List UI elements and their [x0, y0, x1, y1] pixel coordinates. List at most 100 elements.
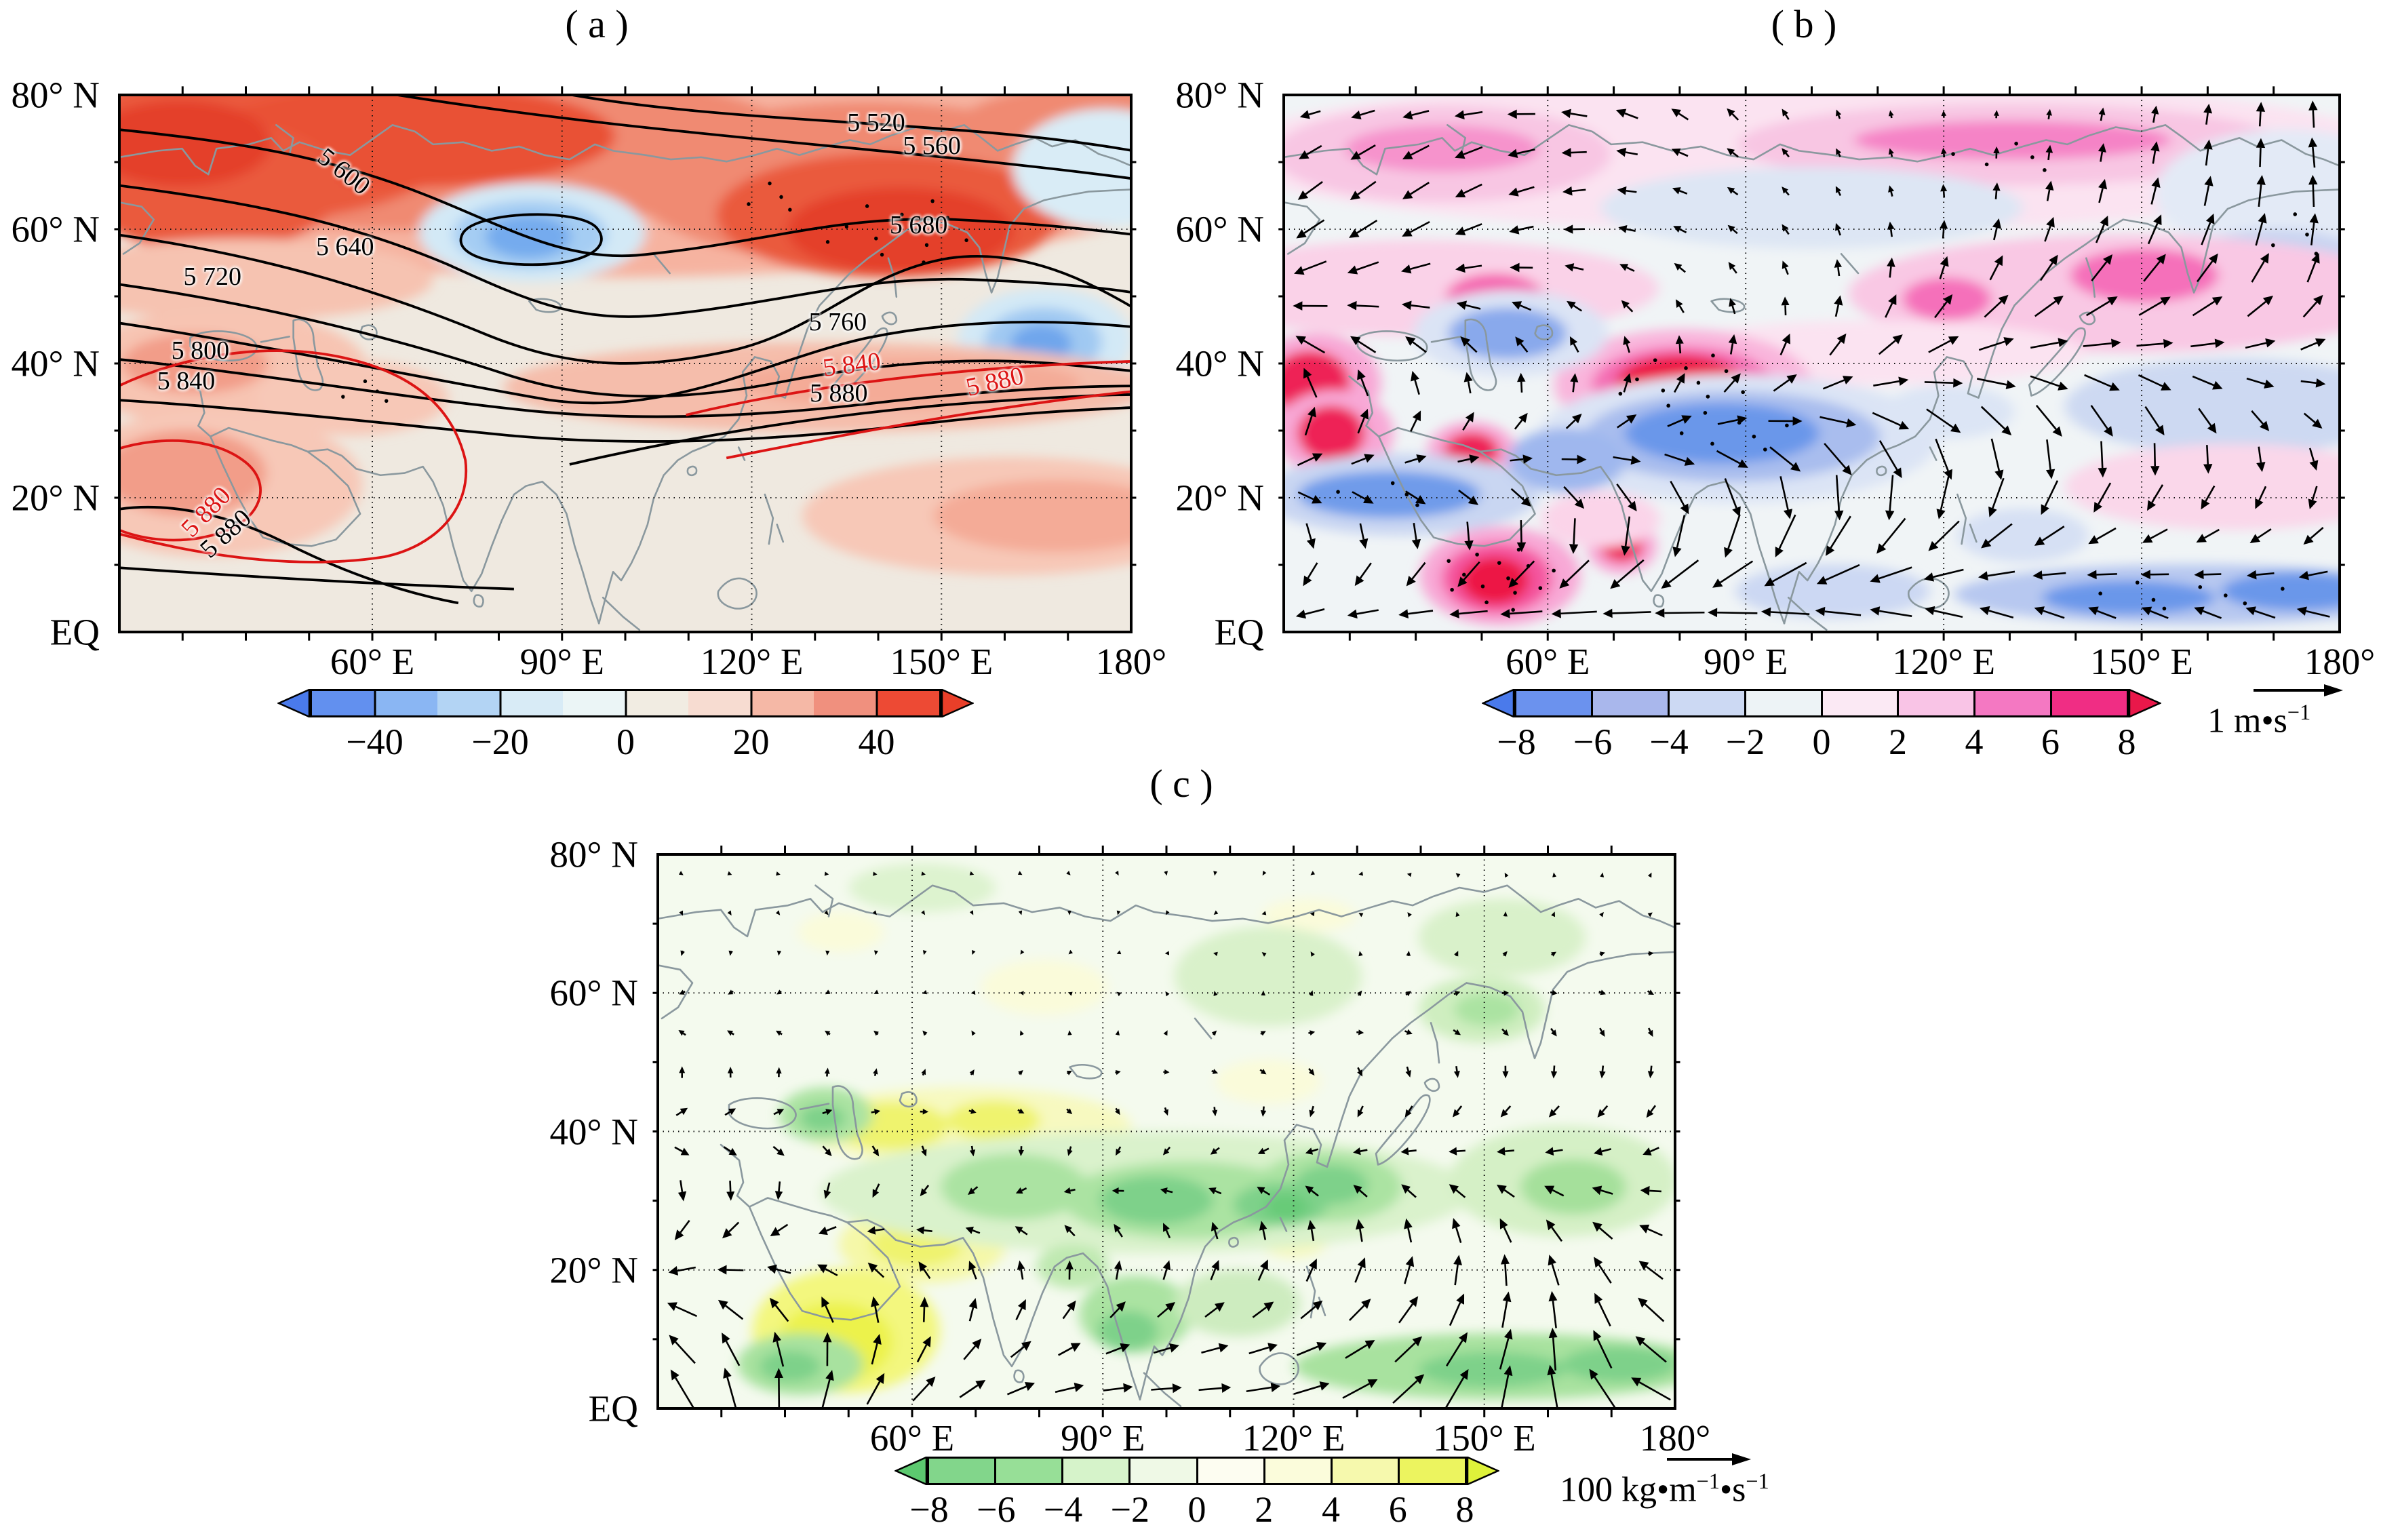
x-axis-tick-label: 90° E [519, 641, 604, 682]
x-axis-tick-label: 180° [2304, 641, 2376, 682]
colorbar-tick-line [750, 691, 752, 715]
colorbar-segment [1330, 1459, 1398, 1483]
colorbar-tick-label: 0 [1812, 722, 1831, 762]
reference-vector-arrow [2254, 684, 2343, 696]
colorbar-tick-label: −8 [909, 1489, 949, 1530]
colorbar-tick-label: 6 [1388, 1489, 1407, 1530]
y-axis-tick-label: 40° N [549, 1111, 638, 1152]
colorbar-tick-label: −4 [1649, 722, 1689, 762]
y-axis-tick-label: 40° N [11, 342, 100, 384]
colorbar-segment [814, 691, 877, 715]
x-axis-tick-label: 60° E [330, 641, 415, 682]
y-axis-tick-label: 60° N [549, 972, 638, 1014]
colorbar-segment [1516, 691, 1591, 715]
y-axis-tick-label: 20° N [549, 1249, 638, 1291]
x-axis-tick-label: 120° E [700, 641, 804, 682]
panel-c-title: ( c ) [1149, 762, 1213, 806]
x-axis-tick-label: 150° E [2090, 641, 2193, 682]
colorbar-tick-label: 2 [1255, 1489, 1274, 1530]
colorbar-tick-label: −20 [471, 722, 529, 762]
colorbar-segment [1397, 1459, 1465, 1483]
x-axis-tick-label: 90° E [1061, 1417, 1145, 1459]
panel-a-title: ( a ) [565, 2, 629, 46]
colorbar-left-arrow [277, 689, 310, 717]
colorbar-left-arrow [1482, 689, 1514, 717]
colorbar-tick-line [374, 691, 376, 715]
reference-vector-legend-b: 1 m•s−1 [2207, 679, 2400, 741]
x-axis-tick-label: 90° E [1704, 641, 1788, 682]
colorbar-right-arrow [2129, 689, 2161, 717]
colorbar-segment [1263, 1459, 1331, 1483]
colorbar-tick-label: 6 [2041, 722, 2060, 762]
reference-vector-legend-c: 100 kg•m−1•s−1 [1560, 1448, 1858, 1509]
panel-a-y-axis-labels: 80° N 60° N 40° N 20° N EQ [0, 75, 109, 653]
colorbar-segment [688, 691, 751, 715]
panel-c-y-axis-labels: 80° N 60° N 40° N 20° N EQ [526, 834, 648, 1429]
colorbar-segment [2050, 691, 2127, 715]
y-axis-tick-label: EQ [50, 611, 100, 653]
y-axis-tick-label: 40° N [1175, 342, 1264, 384]
colorbar-segment [500, 691, 563, 715]
panel-a-plot: 5 600 5 640 5 720 5 800 5 840 5 880 5 880 5 520… [12, 75, 1167, 683]
panel-b-plot: 80° N 60° N 40° N 20° N EQ 60° E 90° E 120° E 1… [1176, 75, 2376, 683]
panel-b-x-axis-labels: 60° E 90° E 120° E 150° E 180° [1284, 632, 2375, 686]
colorbar-segment [437, 691, 500, 715]
colorbar-tick-label: 8 [2117, 722, 2136, 762]
colorbar-left-arrow [894, 1457, 927, 1485]
panel-c-colorbar: −8 −6 −4 −2 0 2 4 6 8 [894, 1457, 1499, 1530]
x-axis-tick-label: 60° E [1506, 641, 1590, 682]
reference-vector-label: 100 kg•m−1•s−1 [1560, 1469, 1769, 1509]
colorbar-tick-line [876, 691, 878, 715]
x-axis-tick-label: 120° E [1892, 641, 1996, 682]
reference-vector-label: 1 m•s−1 [2207, 700, 2311, 741]
panel-b-colorbar: −8 −6 −4 −2 0 2 4 6 8 [1482, 689, 2161, 762]
y-axis-tick-label: 80° N [11, 74, 100, 116]
y-axis-tick-label: EQ [588, 1387, 638, 1429]
y-axis-tick-label: 60° N [1175, 208, 1264, 250]
y-axis-tick-label: EQ [1214, 611, 1264, 653]
colorbar-tick-label: −6 [1573, 722, 1613, 762]
y-axis-tick-label: 80° N [1175, 74, 1264, 116]
panel-a-colorbar: −40 −20 0 20 40 [277, 689, 974, 762]
y-axis-tick-label: 20° N [1175, 477, 1264, 519]
colorbar-segment [1196, 1459, 1263, 1483]
colorbar-right-arrow [941, 689, 974, 717]
colorbar-body: −8 −6 −4 −2 0 2 4 6 8 [909, 1457, 1474, 1530]
colorbar-segment [1667, 691, 1744, 715]
colorbar-tick-label: −2 [1725, 722, 1765, 762]
y-axis-tick-label: 60° N [11, 208, 100, 250]
colorbar-segment [1061, 1459, 1129, 1483]
x-axis-tick-label: 60° E [869, 1417, 955, 1459]
panel-b-title: ( b ) [1771, 2, 1837, 46]
colorbar-tick-label: 2 [1889, 722, 1907, 762]
colorbar-tick-label: −40 [346, 722, 404, 762]
colorbar-tick-line [499, 691, 501, 715]
colorbar-tick-label: 4 [1965, 722, 1984, 762]
colorbar-segment [1590, 691, 1668, 715]
panel-a-x-axis-labels: 60° E 90° E 120° E 150° E 180° [119, 632, 1166, 686]
colorbar-tick-label: 20 [732, 722, 770, 762]
colorbar-segment [929, 1459, 995, 1483]
x-axis-tick-label: 120° E [1242, 1417, 1345, 1459]
colorbar-segment [994, 1459, 1062, 1483]
colorbar-segment [751, 691, 814, 715]
x-axis-tick-label: 150° E [890, 641, 994, 682]
colorbar-tick-label: 0 [1187, 1489, 1206, 1530]
colorbar-tick-label: 40 [858, 722, 895, 762]
colorbar-segment [312, 691, 375, 715]
colorbar-segment [1897, 691, 1974, 715]
colorbar-body: −40 −20 0 20 40 [310, 689, 941, 762]
colorbar-segment [1820, 691, 1897, 715]
x-axis-tick-label: 150° E [1432, 1417, 1536, 1459]
colorbar-segment [1973, 691, 2051, 715]
colorbar-tick-label: −4 [1043, 1489, 1083, 1530]
y-axis-tick-label: 20° N [11, 477, 100, 519]
x-axis-tick-label: 180° [1639, 1417, 1711, 1459]
y-axis-tick-label: 80° N [549, 833, 638, 875]
colorbar-tick-label: −8 [1497, 722, 1536, 762]
colorbar-tick-line [625, 691, 627, 715]
colorbar-tick-label: −6 [977, 1489, 1016, 1530]
colorbar-segment [625, 691, 688, 715]
colorbar-tick-label: 0 [616, 722, 635, 762]
